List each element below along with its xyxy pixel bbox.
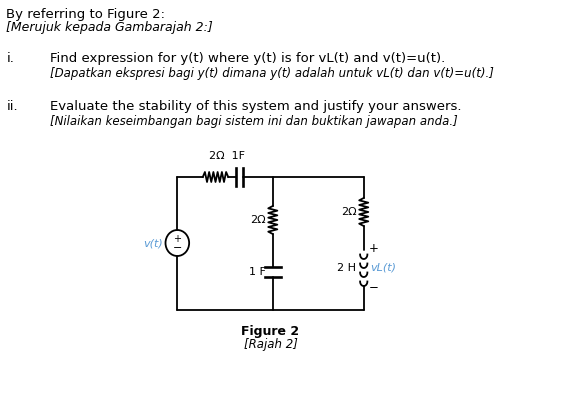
Text: Evaluate the stability of this system and justify your answers.: Evaluate the stability of this system an… [50,100,461,113]
Text: [Merujuk kepada Gambarajah 2:]: [Merujuk kepada Gambarajah 2:] [6,21,213,34]
Text: 2Ω  1F: 2Ω 1F [209,151,246,161]
Text: i.: i. [6,52,14,65]
Text: ii.: ii. [6,100,18,113]
Text: [Dapatkan ekspresi bagi y(t) dimana y(t) adalah untuk vL(t) dan v(t)=u(t).]: [Dapatkan ekspresi bagi y(t) dimana y(t)… [50,67,494,80]
Text: Find expression for y(t) where y(t) is for vL(t) and v(t)=u(t).: Find expression for y(t) where y(t) is f… [50,52,445,65]
Text: Figure 2: Figure 2 [242,325,300,338]
Text: 2Ω: 2Ω [250,215,265,225]
Text: v(t): v(t) [143,238,163,248]
Text: 2Ω: 2Ω [341,207,356,217]
Text: By referring to Figure 2:: By referring to Figure 2: [6,8,165,21]
Text: 2 H: 2 H [337,263,356,273]
Text: vL(t): vL(t) [370,263,396,273]
Text: [Rajah 2]: [Rajah 2] [243,338,297,351]
Text: +: + [369,242,379,254]
Text: [Nilaikan keseimbangan bagi sistem ini dan buktikan jawapan anda.]: [Nilaikan keseimbangan bagi sistem ini d… [50,115,458,128]
Text: +: + [173,234,182,244]
Text: −: − [173,243,182,253]
Text: 1 F: 1 F [248,267,265,277]
Text: −: − [369,281,379,295]
